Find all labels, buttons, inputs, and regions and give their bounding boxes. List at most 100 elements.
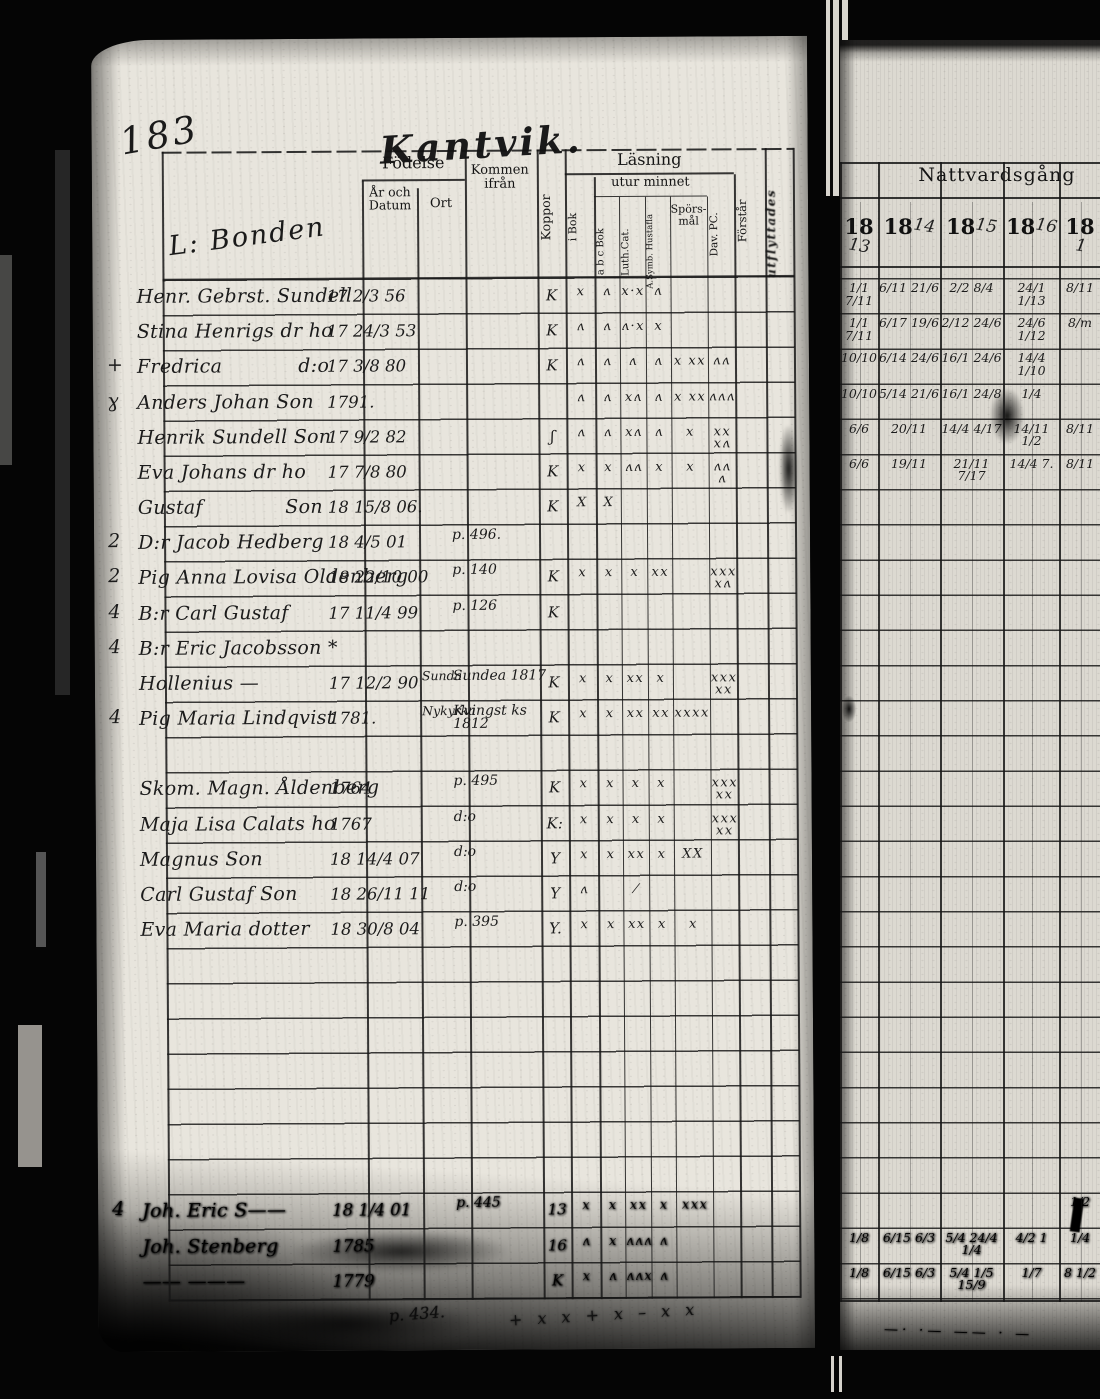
koppor-mark: K:: [546, 813, 563, 832]
below-frame-marks: + x x + x – x x: [508, 1299, 700, 1330]
lasning-mark: ʌ: [654, 283, 664, 299]
lasning-mark: XX: [682, 846, 704, 862]
lasning-mark: xxx xx: [711, 810, 739, 838]
year-printed: 18: [844, 214, 874, 239]
table-row: 4 Joh. Eric S—— 18 1/4 01 p. 445 13 x x xx x xxx: [98, 1190, 814, 1229]
grid-line: [1003, 162, 1005, 1302]
table-row: 4 Pig Maria Lindqvist 1781. Nykyrka Kvingst …: [95, 698, 811, 737]
lasning-mark: x: [580, 917, 590, 933]
natt-entry: 6/15 6/3: [882, 1264, 936, 1280]
natt-entry: 5/4 24/4 1/4: [945, 1229, 998, 1258]
row-name: Stina Henrigs dr ho: [136, 319, 334, 344]
margin-mark: 2: [108, 565, 121, 588]
lasning-mark: x: [604, 565, 614, 581]
lasning-mark: ʌ: [603, 319, 613, 335]
row-birth-date: 17 2/3 56: [326, 286, 406, 306]
lasning-mark: ʌ: [576, 354, 586, 370]
left-page: 183 Kantvik. L: Bonden Födelse År och Da…: [90, 35, 816, 1353]
lasning-mark: x: [657, 811, 667, 827]
grid-line: [840, 162, 1100, 164]
row-name: Joh. Stenberg: [142, 1234, 279, 1258]
header-forstar: Förstår: [734, 199, 750, 243]
koppor-mark: K: [548, 673, 560, 692]
year-cell: 1813: [840, 214, 878, 264]
natt-entry: 1/4: [1021, 385, 1042, 401]
table-row: 2 D:r Jacob Hedberg 18 4/5 01 p. 496.: [94, 522, 810, 561]
row-birth-date: 18 14/4 07: [329, 848, 420, 869]
grid-line: [840, 266, 1100, 268]
lasning-mark: x: [606, 917, 616, 933]
lasning-mark: x: [655, 459, 665, 475]
margin-mark: 4: [112, 1198, 125, 1221]
lasning-mark: x: [686, 459, 696, 475]
row-name: B:r Eric Jacobsson *: [138, 636, 338, 660]
film-edge-artifact: [18, 1025, 42, 1167]
lasning-mark: ʌʌ: [713, 353, 731, 369]
lasning-mark: x: [657, 846, 667, 862]
row-birth-date: 17 3/8 80: [326, 356, 407, 377]
below-frame-page-ref: p. 434.: [388, 1302, 446, 1326]
lasning-mark: X: [576, 495, 588, 511]
table-row: 10/10 6/14 24/6 16/1 24/6 14/4 1/10: [840, 348, 1100, 383]
lasning-mark: ʌ: [577, 424, 587, 440]
year-written: 15: [974, 214, 999, 238]
grid-line: [940, 162, 942, 1302]
table-row: 1/1 7/11 6/17 19/6 2/12 24/6 24/6 1/12 8/m: [840, 313, 1100, 348]
page-edge-line: [830, 0, 833, 196]
header-fodelse: Födelse: [382, 153, 445, 173]
lasning-mark: xʌ: [624, 389, 643, 405]
lasning-mark: x: [577, 460, 587, 476]
lasning-mark: ʌ: [609, 1268, 619, 1284]
table-row: 2 Pig Anna Lovisa Oldenberg 18 22/10 00 p. …: [94, 557, 810, 596]
natt-entry: 1/8: [848, 1229, 870, 1245]
year-written: 16: [1034, 214, 1059, 238]
table-row: 6/6 19/11 21/11 7/17 14/4 7. 8/11: [840, 454, 1100, 489]
lasning-mark: ʌʌx: [626, 1268, 654, 1284]
lasning-mark: xxx xx: [711, 775, 739, 803]
natt-entry: 6/15 6/3: [882, 1229, 936, 1245]
natt-entry: 8 1/2: [1063, 1264, 1097, 1280]
table-row: 1/8 6/15 6/3 5/4 1/5 15/9 1/7 8 1/2: [840, 1263, 1100, 1298]
lasning-mark: x: [657, 776, 667, 792]
row-birth-date: 18 26/11 11: [330, 884, 431, 904]
koppor-mark: Y.: [549, 919, 562, 938]
header-lasning: Läsning: [617, 149, 682, 169]
lasning-mark: x: [656, 670, 666, 686]
lasning-mark: x·x: [621, 283, 645, 299]
natt-entry: 1/8: [848, 1264, 870, 1280]
lasning-mark: x: [606, 776, 616, 792]
year-cell: 1815: [940, 214, 1003, 264]
year-cell: 1816: [1003, 214, 1060, 264]
row-name: —— ———: [142, 1270, 246, 1293]
lasning-mark: xxx: [681, 1197, 709, 1214]
lasning-mark: x xx: [673, 353, 707, 369]
ink-blot: [842, 696, 856, 722]
natt-entry: 10/10: [840, 385, 878, 401]
grid-line: [840, 1300, 1100, 1302]
natt-entry: 16/1 24/6: [941, 350, 1002, 366]
row-birth-date: 18 4/5 01: [328, 532, 408, 552]
table-row: 1/1 7/11 6/11 21/6 2/2 8/4 24/1 1/13 8/11: [840, 278, 1100, 313]
row-name: Henr. Gebrst. Sundell: [136, 284, 353, 308]
lasning-mark: x: [579, 706, 589, 722]
lasning-mark: ʌ: [603, 354, 613, 370]
lasning-mark: ⁄: [634, 881, 639, 897]
margin-mark: +: [106, 354, 123, 377]
lasning-mark: ʌʌʌ: [709, 388, 736, 404]
natt-entry: 6/6: [848, 420, 870, 436]
table-row: 4 B:r Eric Jacobsson *: [95, 628, 811, 667]
lasning-mark: ʌ: [582, 1233, 592, 1249]
lasning-mark: ʌ: [660, 1268, 670, 1284]
koppor-mark: K: [547, 497, 559, 516]
year-printed: 18: [1006, 214, 1036, 239]
row-birth-date: 18 1/4 01: [332, 1200, 412, 1221]
lasning-mark: x: [608, 1198, 618, 1214]
table-row: Henrik Sundell Son 17 9/2 82 ʃ ʌ ʌ xʌ ʌ x xx xʌ: [93, 416, 809, 455]
header-nattvardsgang: Nattvardsgång: [918, 164, 1076, 186]
header-kommen-ifran: Kommen ifrån: [470, 162, 529, 192]
koppor-mark: K: [547, 602, 560, 621]
natt-entry: 8/m: [1067, 315, 1093, 331]
